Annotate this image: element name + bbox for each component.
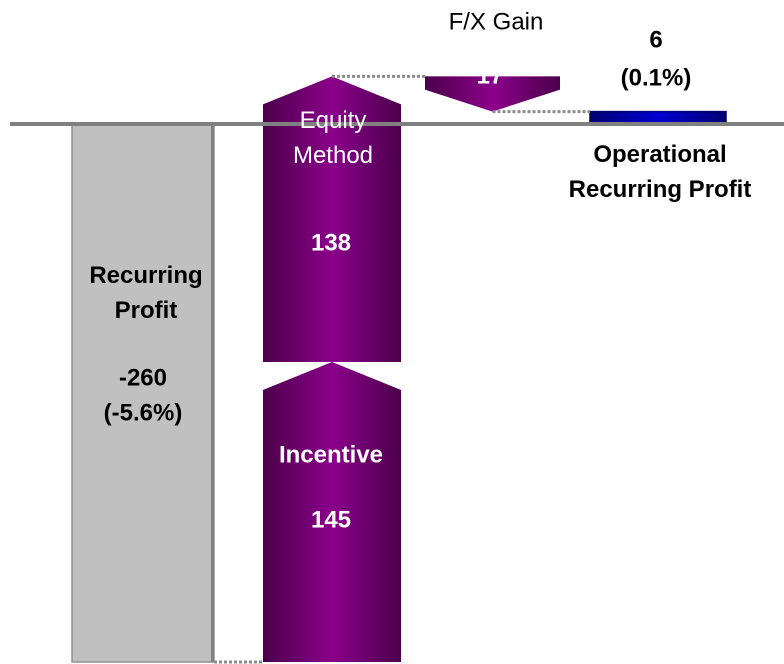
category-label: Incentive xyxy=(278,441,384,469)
category-label: Equity Method xyxy=(292,107,374,169)
category-label: Recurring Profit xyxy=(89,262,203,324)
value-label: -260 xyxy=(118,364,168,392)
category-label: Operational Recurring Profit xyxy=(568,141,752,203)
bar-shadow xyxy=(211,124,214,662)
bar xyxy=(71,123,215,663)
bar-shade xyxy=(590,111,726,124)
share-label: (0.1%) xyxy=(620,64,692,92)
value-label: 6 xyxy=(649,26,663,54)
value-label: 138 xyxy=(310,229,352,257)
bar-shade xyxy=(263,361,401,662)
value-label: 145 xyxy=(310,506,352,534)
bar-shade xyxy=(425,76,560,112)
bar-shade xyxy=(263,76,401,362)
category-label: F/X Gain xyxy=(448,8,544,36)
share-label: (-5.6%) xyxy=(103,399,183,427)
value-label: 17 xyxy=(476,62,504,90)
